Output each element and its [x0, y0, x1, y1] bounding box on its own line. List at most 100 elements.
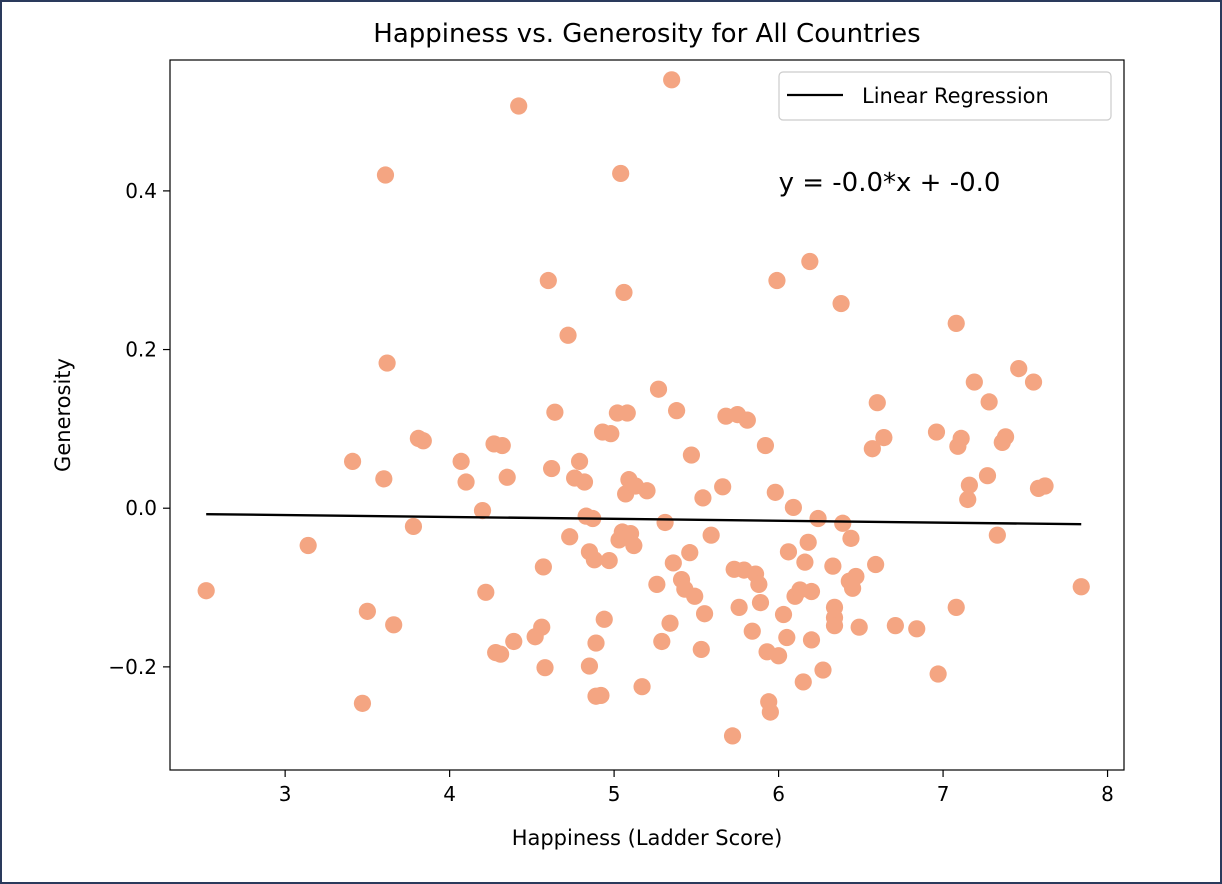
scatter-point — [638, 482, 656, 500]
scatter-point — [927, 423, 946, 441]
scatter-point — [653, 632, 671, 651]
scatter-point — [695, 605, 714, 623]
y-axis-ticks: −0.2 0.0 0.2 0.4 — [108, 179, 170, 679]
scatter-point — [850, 618, 868, 636]
scatter-point — [743, 622, 761, 640]
scatter-point — [802, 631, 821, 649]
chart-title: Happiness vs. Generosity for All Countri… — [373, 19, 920, 49]
scatter-point — [299, 536, 317, 555]
x-tick-label: 5 — [608, 782, 621, 806]
scatter-point — [633, 678, 651, 696]
scatter-point — [533, 618, 551, 636]
scatter-point — [965, 373, 983, 391]
x-tick-label: 3 — [279, 782, 292, 806]
scatter-point — [376, 166, 395, 184]
scatter-point — [996, 428, 1015, 446]
scatter-point — [585, 551, 603, 569]
y-tick-label: −0.2 — [108, 655, 157, 679]
scatter-point — [868, 394, 886, 412]
scatter-point — [656, 513, 674, 532]
scatter-point — [825, 617, 844, 635]
scatter-point — [769, 647, 788, 665]
y-tick-label: 0.2 — [125, 338, 157, 362]
scatter-point — [761, 703, 779, 721]
scatter-point — [692, 640, 710, 659]
scatter-point — [738, 411, 756, 429]
scatter-point — [1010, 359, 1028, 378]
scatter-point — [750, 575, 768, 593]
scatter-point — [452, 452, 470, 471]
scatter-point — [615, 283, 633, 302]
scatter-point — [661, 614, 679, 632]
regression-line-layer — [206, 512, 1082, 526]
axes-frame — [169, 59, 1125, 771]
scatter-point — [832, 294, 850, 313]
x-tick-label: 6 — [772, 782, 785, 806]
scatter-point — [751, 594, 770, 612]
scatter-point — [686, 587, 704, 605]
scatter-point — [575, 473, 594, 491]
scatter-point — [663, 71, 681, 89]
scatter-point — [595, 610, 613, 628]
scatter-point — [847, 567, 865, 586]
scatter-point — [814, 661, 832, 679]
scatter-point — [714, 478, 732, 496]
scatter-point — [779, 543, 798, 561]
scatter-point — [378, 354, 396, 372]
scatter-point — [358, 602, 376, 620]
scatter-point — [842, 529, 860, 547]
scatter-point — [543, 459, 561, 478]
scatter-point — [730, 598, 748, 616]
scatter-point — [664, 554, 682, 572]
regression-equation: y = -0.0*x + -0.0 — [779, 168, 1001, 198]
legend-label: Linear Regression — [862, 84, 1049, 108]
scatter-point — [980, 393, 998, 411]
scatter-point — [648, 575, 666, 593]
scatter-point — [694, 489, 712, 507]
scatter-point — [801, 252, 819, 271]
scatter-point — [723, 727, 742, 745]
x-tick-label: 7 — [937, 782, 950, 806]
scatter-point — [886, 617, 904, 635]
scatter-point — [534, 558, 552, 576]
scatter-point — [580, 657, 599, 675]
scatter-point — [863, 440, 881, 458]
scatter-point — [546, 403, 564, 421]
scatter-point — [625, 536, 643, 555]
scatter-point — [766, 483, 784, 501]
scatter-point — [952, 429, 970, 448]
scatter-point — [774, 605, 793, 624]
scatter-point — [947, 598, 965, 616]
scatter-point — [802, 582, 821, 601]
scatter-point — [493, 436, 511, 455]
scatter-point — [457, 473, 475, 491]
scatter-point — [908, 620, 926, 638]
scatter-point — [612, 164, 630, 183]
scatter-point — [1072, 578, 1090, 596]
scatter-point — [681, 544, 699, 562]
scatter-point — [794, 673, 812, 691]
scatter-point — [498, 468, 516, 486]
scatter-point — [799, 533, 817, 551]
scatter-point — [375, 470, 393, 488]
scatter-point — [539, 271, 557, 290]
scatter-point — [702, 526, 720, 544]
y-tick-label: 0.4 — [125, 179, 157, 203]
scatter-point — [385, 616, 403, 634]
scatter-point — [668, 402, 686, 420]
regression-line — [206, 512, 1082, 526]
scatter-point — [978, 467, 997, 485]
y-axis-label: Generosity — [51, 358, 75, 472]
scatter-point — [477, 583, 495, 601]
x-tick-label: 8 — [1101, 782, 1114, 806]
scatter-point — [473, 501, 492, 520]
scatter-point — [587, 634, 605, 652]
scatter-point — [796, 553, 814, 571]
scatter-point — [768, 271, 786, 290]
scatter-point — [197, 582, 215, 600]
scatter-point — [809, 509, 827, 528]
scatter-point — [602, 425, 620, 443]
scatter-point — [414, 432, 432, 450]
